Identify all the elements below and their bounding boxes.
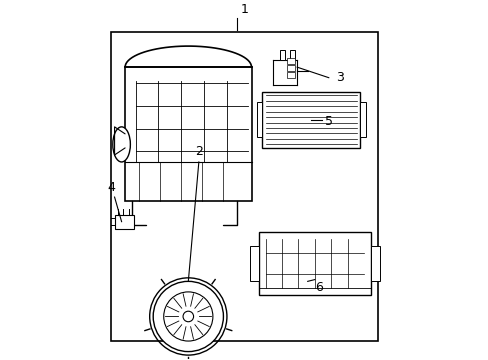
Bar — [125, 67, 251, 201]
Text: 4: 4 — [107, 181, 115, 194]
Bar — [370, 246, 379, 282]
Bar — [279, 50, 285, 60]
Text: 3: 3 — [335, 71, 343, 84]
Bar — [249, 246, 258, 282]
Text: 6: 6 — [314, 282, 322, 294]
Bar — [111, 32, 377, 341]
Bar — [262, 92, 360, 148]
Ellipse shape — [113, 127, 130, 162]
Text: 5: 5 — [325, 115, 333, 128]
Bar — [258, 232, 370, 296]
Bar — [286, 58, 295, 64]
Text: 1: 1 — [240, 3, 248, 16]
Circle shape — [183, 311, 193, 322]
Bar — [286, 66, 295, 71]
Circle shape — [153, 282, 223, 352]
Text: 2: 2 — [195, 145, 203, 158]
Bar — [289, 50, 295, 60]
Bar — [114, 215, 134, 229]
Circle shape — [163, 292, 212, 341]
Bar — [360, 102, 365, 138]
Bar — [286, 72, 295, 78]
Bar — [256, 102, 262, 138]
